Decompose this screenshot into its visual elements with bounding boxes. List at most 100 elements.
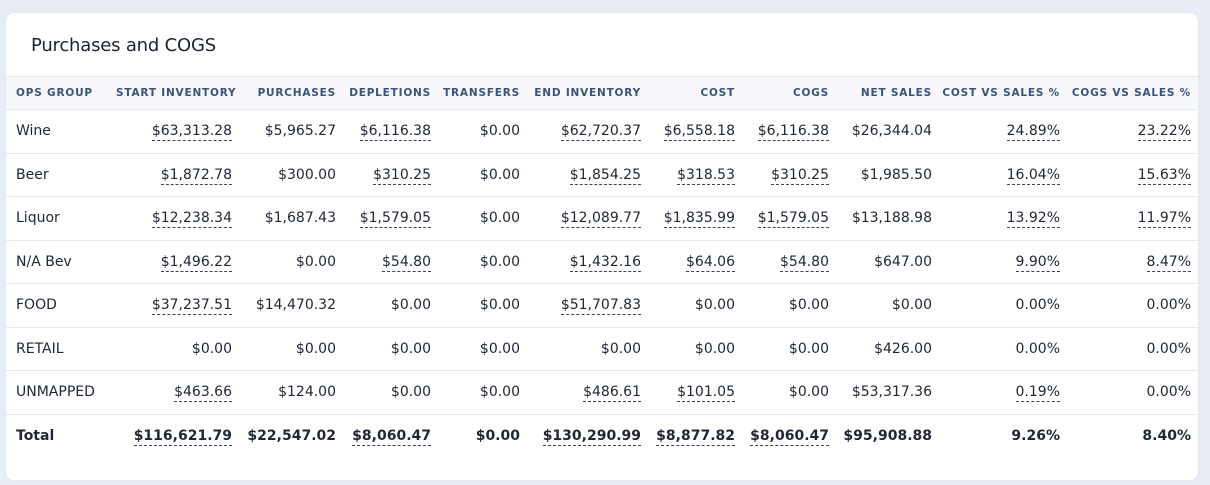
cell-purchases: $22,547.02 xyxy=(247,428,336,445)
cell-start-inventory: $0.00 xyxy=(191,340,232,357)
cell-transfers: $0.00 xyxy=(475,428,520,445)
cell-cost-link[interactable]: $8,877.82 xyxy=(656,428,735,447)
cell-end-inventory: $12,089.77 xyxy=(527,197,648,241)
cell-end-inventory-link[interactable]: $486.61 xyxy=(583,384,641,403)
cell-cost-vs-sales-link[interactable]: 24.89% xyxy=(1006,123,1060,142)
cell-cogs-vs-sales: 23.22% xyxy=(1067,110,1198,154)
cell-net-sales: $1,985.50 xyxy=(860,166,932,183)
column-header-cost-vs-sales[interactable]: COST VS SALES % xyxy=(942,87,1060,99)
cell-cost-link[interactable]: $318.53 xyxy=(677,166,735,185)
column-header-depletions[interactable]: DEPLETIONS xyxy=(349,87,431,99)
cell-start-inventory-link[interactable]: $1,496.22 xyxy=(160,253,232,272)
cell-cogs: $54.80 xyxy=(742,240,836,284)
cell-cogs-vs-sales-link[interactable]: 11.97% xyxy=(1137,210,1191,229)
cell-cogs: $310.25 xyxy=(742,153,836,197)
cell-cogs-link[interactable]: $8,060.47 xyxy=(750,428,829,447)
cell-cogs-link[interactable]: $310.25 xyxy=(771,166,829,185)
cell-depletions: $6,116.38 xyxy=(343,110,438,154)
table-row: Beer $1,872.78 $300.00 $310.25 $0.00 $1,854.2… xyxy=(6,153,1198,197)
cell-depletions: $54.80 xyxy=(343,240,438,284)
cell-transfers: $0.00 xyxy=(479,340,520,357)
cell-cogs-vs-sales-link[interactable]: 23.22% xyxy=(1137,123,1191,142)
table-row: RETAIL $0.00 $0.00 $0.00 $0.00 $0.00 $0.00 $0.0… xyxy=(6,327,1198,371)
column-header-end-inventory[interactable]: END INVENTORY xyxy=(534,87,641,99)
cell-cogs-vs-sales-link[interactable]: 8.47% xyxy=(1146,253,1191,272)
cell-cogs-vs-sales: 0.00% xyxy=(1146,340,1191,357)
cell-net-sales: $647.00 xyxy=(874,253,932,270)
cell-purchases: $124.00 xyxy=(278,384,336,401)
cell-cogs-link[interactable]: $1,579.05 xyxy=(757,210,829,229)
cell-cost-vs-sales-link[interactable]: 0.19% xyxy=(1015,384,1060,403)
cell-start-inventory-link[interactable]: $1,872.78 xyxy=(160,166,232,185)
table-row: N/A Bev $1,496.22 $0.00 $54.80 $0.00 $1,432.1… xyxy=(6,240,1198,284)
cell-purchases: $5,965.27 xyxy=(264,123,336,140)
cell-cost-vs-sales: 9.90% xyxy=(939,240,1067,284)
cell-ops-group: UNMAPPED xyxy=(16,384,95,401)
cell-transfers: $0.00 xyxy=(479,123,520,140)
column-header-cost[interactable]: COST xyxy=(700,87,735,99)
cell-cogs-vs-sales: 11.97% xyxy=(1067,197,1198,241)
cell-depletions: $310.25 xyxy=(343,153,438,197)
cell-start-inventory-link[interactable]: $463.66 xyxy=(174,384,232,403)
cell-end-inventory: $1,432.16 xyxy=(527,240,648,284)
column-header-purchases[interactable]: PURCHASES xyxy=(257,87,336,99)
cell-ops-group: Beer xyxy=(16,166,49,183)
cell-end-inventory-link[interactable]: $62,720.37 xyxy=(560,123,641,142)
cell-cost-link[interactable]: $6,558.18 xyxy=(663,123,735,142)
cell-start-inventory: $12,238.34 xyxy=(116,197,239,241)
column-header-cogs[interactable]: COGS xyxy=(792,87,829,99)
table-header-row: OPS GROUP START INVENTORY PURCHASES DEPL… xyxy=(6,76,1198,110)
cell-cost: $64.06 xyxy=(648,240,742,284)
cell-cogs-vs-sales: 15.63% xyxy=(1067,153,1198,197)
table-body: Wine $63,313.28 $5,965.27 $6,116.38 $0.00 $62… xyxy=(6,110,1198,459)
table-total-row: Total $116,621.79 $22,547.02 $8,060.47 $0.00… xyxy=(6,414,1198,458)
cell-depletions: $8,060.47 xyxy=(343,414,438,458)
cell-cost-link[interactable]: $101.05 xyxy=(677,384,735,403)
cell-start-inventory-link[interactable]: $63,313.28 xyxy=(151,123,232,142)
column-header-transfers[interactable]: TRANSFERS xyxy=(443,87,520,99)
cell-cost-vs-sales-link[interactable]: 13.92% xyxy=(1006,210,1060,229)
cell-end-inventory: $1,854.25 xyxy=(527,153,648,197)
cell-net-sales: $426.00 xyxy=(874,340,932,357)
purchases-cogs-table: OPS GROUP START INVENTORY PURCHASES DEPL… xyxy=(6,76,1198,458)
cell-start-inventory-link[interactable]: $37,237.51 xyxy=(151,297,232,316)
cell-cost-link[interactable]: $64.06 xyxy=(686,253,735,272)
column-header-start-inventory[interactable]: START INVENTORY xyxy=(116,87,237,99)
cell-start-inventory-link[interactable]: $116,621.79 xyxy=(133,428,232,447)
column-header-cogs-vs-sales[interactable]: COGS VS SALES % xyxy=(1071,87,1191,99)
cell-depletions: $0.00 xyxy=(390,384,431,401)
cell-depletions-link[interactable]: $310.25 xyxy=(373,166,431,185)
cell-end-inventory: $51,707.83 xyxy=(527,284,648,328)
cell-cost-link[interactable]: $1,835.99 xyxy=(663,210,735,229)
cell-depletions-link[interactable]: $1,579.05 xyxy=(359,210,431,229)
cell-purchases: $14,470.32 xyxy=(255,297,336,314)
card-title: Purchases and COGS xyxy=(31,35,216,56)
cell-cost-vs-sales: 13.92% xyxy=(939,197,1067,241)
cell-end-inventory-link[interactable]: $12,089.77 xyxy=(560,210,641,229)
column-header-ops-group[interactable]: OPS GROUP xyxy=(16,87,93,99)
cell-cogs-link[interactable]: $54.80 xyxy=(780,253,829,272)
cell-end-inventory-link[interactable]: $1,854.25 xyxy=(569,166,641,185)
cell-cost: $8,877.82 xyxy=(648,414,742,458)
cell-cost-vs-sales: 0.00% xyxy=(1015,297,1060,314)
cell-cost-vs-sales-link[interactable]: 9.90% xyxy=(1015,253,1060,272)
cell-cogs-link[interactable]: $6,116.38 xyxy=(757,123,829,142)
cell-net-sales: $53,317.36 xyxy=(851,384,932,401)
cell-depletions-link[interactable]: $6,116.38 xyxy=(359,123,431,142)
cell-end-inventory-link[interactable]: $130,290.99 xyxy=(542,428,641,447)
cell-end-inventory-link[interactable]: $1,432.16 xyxy=(569,253,641,272)
cell-ops-group: Total xyxy=(16,428,55,445)
cell-end-inventory-link[interactable]: $51,707.83 xyxy=(560,297,641,316)
cell-cogs: $6,116.38 xyxy=(742,110,836,154)
cell-start-inventory-link[interactable]: $12,238.34 xyxy=(151,210,232,229)
cell-start-inventory: $1,872.78 xyxy=(116,153,239,197)
cell-net-sales: $26,344.04 xyxy=(851,123,932,140)
cell-cost-vs-sales-link[interactable]: 16.04% xyxy=(1006,166,1060,185)
cell-depletions-link[interactable]: $54.80 xyxy=(382,253,431,272)
column-header-net-sales[interactable]: NET SALES xyxy=(860,87,932,99)
table-row: UNMAPPED $463.66 $124.00 $0.00 $0.00 $486.61 $… xyxy=(6,371,1198,414)
cell-cogs-vs-sales-link[interactable]: 15.63% xyxy=(1137,166,1191,185)
cell-depletions-link[interactable]: $8,060.47 xyxy=(352,428,431,447)
cell-depletions: $0.00 xyxy=(390,297,431,314)
cell-start-inventory: $1,496.22 xyxy=(116,240,239,284)
